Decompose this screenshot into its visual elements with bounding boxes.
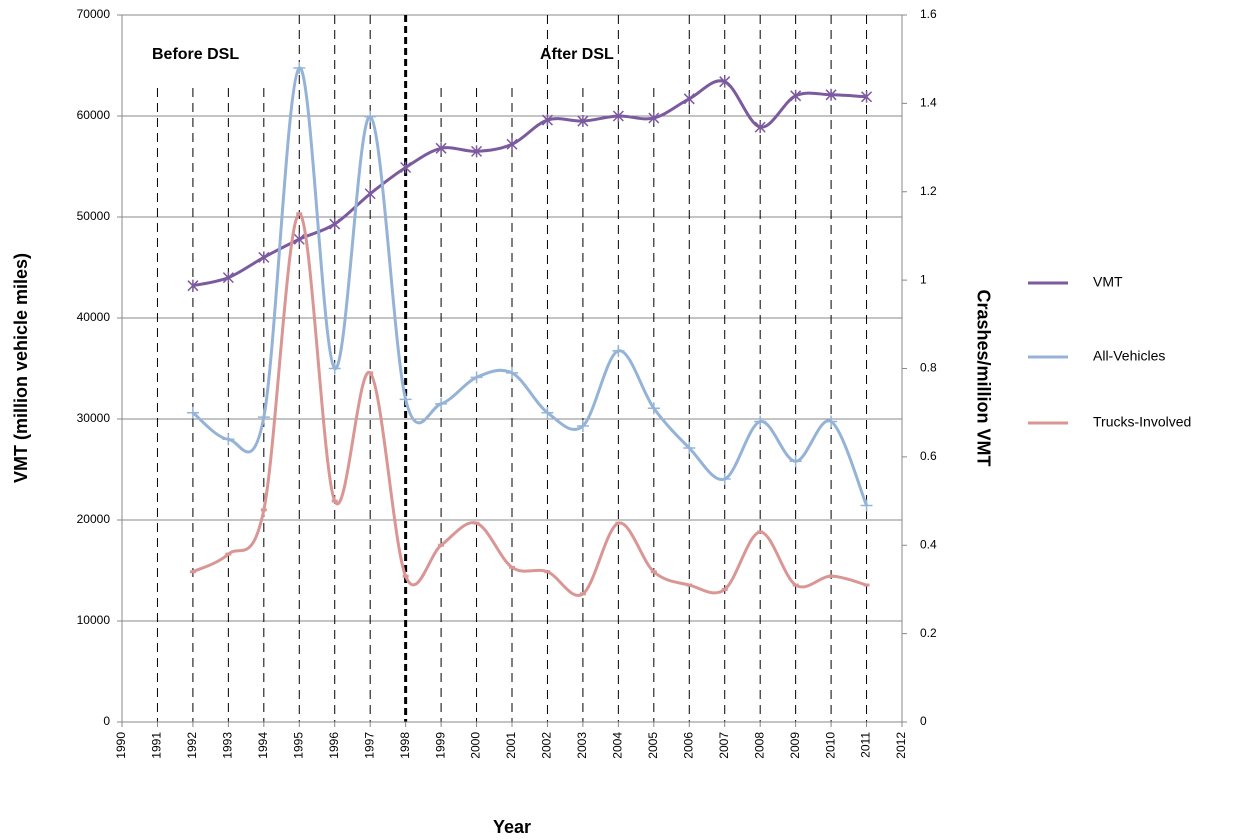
y2-tick-label: 0.2: [920, 626, 937, 640]
data-point: [576, 419, 589, 432]
data-point: [790, 89, 802, 102]
data-point: [789, 455, 802, 468]
data-point: [400, 161, 412, 174]
x-tick-label: 2009: [788, 732, 802, 759]
x-tick-label: 1995: [291, 732, 305, 759]
x-tick-label: 1993: [221, 732, 235, 759]
data-point: [683, 92, 695, 105]
data-point: [470, 371, 483, 384]
data-point: [435, 142, 447, 155]
x-tick-label: 1994: [256, 732, 270, 759]
x-tick-label: 1996: [327, 732, 341, 759]
data-point: [719, 75, 731, 88]
y-tick-label: 50000: [77, 209, 111, 223]
x-axis-title: Year: [493, 817, 531, 837]
x-tick-label: 2008: [752, 732, 766, 759]
data-point: [825, 415, 838, 428]
data-point: [293, 62, 306, 75]
y2-axis-title: Crashes/million VMT: [973, 289, 993, 466]
y-tick-label: 20000: [77, 512, 111, 526]
data-point: [328, 362, 341, 375]
y-axis-title: VMT (million vehicle miles): [11, 253, 31, 483]
x-tick-label: 1998: [398, 732, 412, 759]
x-tick-label: 2000: [469, 732, 483, 759]
x-tick-label: 2010: [823, 732, 837, 759]
x-tick-label: 2012: [894, 732, 908, 759]
y-tick-label: 70000: [77, 7, 111, 21]
data-point: [541, 406, 554, 419]
y-tick-label: 30000: [77, 411, 111, 425]
data-point: [329, 218, 341, 231]
data-point: [506, 138, 518, 151]
legend-label: Trucks-Involved: [1093, 414, 1191, 430]
data-point: [577, 115, 589, 128]
data-point: [825, 88, 837, 101]
y2-tick-label: 0.4: [920, 537, 937, 551]
x-tick-label: 1991: [150, 732, 164, 759]
data-point: [648, 112, 660, 125]
x-tick-label: 1990: [114, 732, 128, 759]
data-point: [860, 499, 873, 512]
data-point: [718, 472, 731, 485]
y2-tick-label: 1: [920, 272, 927, 286]
data-point: [541, 114, 553, 127]
data-point: [506, 366, 518, 379]
y-tick-label: 10000: [77, 613, 111, 627]
x-tick-label: 1999: [433, 732, 447, 759]
data-point: [258, 251, 270, 264]
y2-tick-label: 1.4: [920, 96, 937, 110]
annotation: After DSL: [540, 46, 614, 63]
series-line: [192, 79, 867, 288]
data-point: [754, 415, 767, 428]
legend-label: VMT: [1093, 274, 1123, 290]
data-point: [186, 406, 199, 419]
data-point: [435, 397, 448, 410]
data-point: [364, 187, 376, 200]
data-point: [683, 442, 696, 455]
y-tick-label: 0: [103, 714, 110, 728]
data-point: [257, 411, 270, 424]
legend-label: All-Vehicles: [1093, 348, 1165, 364]
x-tick-label: 1992: [185, 732, 199, 759]
series-line: [191, 66, 868, 507]
x-tick-label: 1997: [362, 732, 376, 759]
data-point: [364, 110, 377, 123]
data-point: [647, 402, 660, 415]
series-line: [192, 212, 867, 597]
annotation: Before DSL: [152, 46, 239, 63]
data-point: [222, 433, 235, 446]
data-point: [222, 271, 234, 284]
x-tick-label: 2004: [611, 732, 625, 759]
x-tick-label: 2003: [575, 732, 589, 759]
data-point: [293, 233, 305, 246]
data-point: [612, 344, 625, 357]
x-tick-label: 2006: [681, 732, 695, 759]
x-tick-label: 2005: [646, 732, 660, 759]
x-tick-label: 2007: [717, 732, 731, 759]
x-tick-label: 2011: [859, 732, 873, 758]
data-point: [754, 121, 766, 134]
y2-tick-label: 0.6: [920, 449, 937, 463]
y2-tick-label: 0: [920, 714, 927, 728]
data-point: [399, 393, 412, 406]
x-tick-label: 2001: [504, 732, 518, 759]
data-point: [471, 145, 483, 158]
y-tick-label: 60000: [77, 108, 111, 122]
x-tick-label: 2002: [540, 732, 554, 759]
y-tick-label: 40000: [77, 310, 111, 324]
y2-tick-label: 1.6: [920, 7, 937, 21]
data-point: [612, 110, 624, 122]
y2-tick-label: 1.2: [920, 184, 937, 198]
data-point: [861, 90, 873, 103]
data-point: [187, 279, 199, 292]
y2-tick-label: 0.8: [920, 361, 937, 375]
